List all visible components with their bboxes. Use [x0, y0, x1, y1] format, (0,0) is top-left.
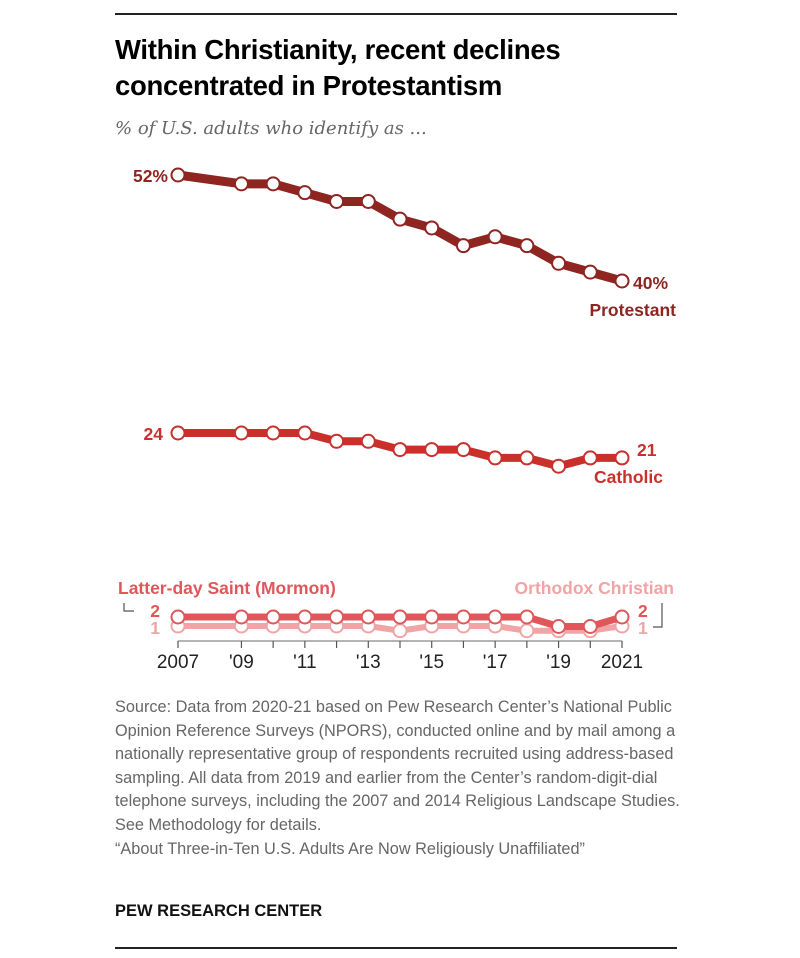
data-point	[360, 433, 376, 449]
orthodox-series-label: Orthodox Christian	[515, 578, 674, 598]
x-axis: 2007 '09 '11 '13 '15 '17 '19 2021	[157, 640, 643, 673]
mormon-leader-icon	[123, 603, 134, 612]
data-point	[614, 609, 630, 625]
data-point	[519, 623, 535, 639]
data-point	[614, 273, 630, 289]
data-point	[329, 433, 345, 449]
source-note: Source: Data from 2020-21 based on Pew R…	[115, 696, 685, 861]
protestant-series-label: Protestant	[589, 300, 676, 320]
mormon-series-label: Latter-day Saint (Mormon)	[118, 578, 336, 598]
data-point	[392, 609, 408, 625]
data-point	[297, 425, 313, 441]
data-point	[455, 238, 471, 254]
data-point	[360, 609, 376, 625]
data-point	[519, 238, 535, 254]
data-point	[170, 425, 186, 441]
series-layer	[170, 167, 630, 639]
data-point	[170, 609, 186, 625]
data-point	[233, 609, 249, 625]
x-tick-label: '09	[229, 652, 254, 673]
data-point	[233, 176, 249, 192]
data-point	[360, 193, 376, 209]
data-point	[424, 609, 440, 625]
data-point	[551, 619, 567, 634]
data-point	[519, 609, 535, 625]
data-point	[582, 264, 598, 280]
bottom-rule	[115, 947, 677, 949]
data-point	[519, 450, 535, 466]
data-point	[265, 425, 281, 441]
data-point	[455, 442, 471, 458]
data-point	[392, 211, 408, 227]
data-point	[424, 442, 440, 458]
source-text: Source: Data from 2020-21 based on Pew R…	[115, 698, 680, 811]
data-point	[170, 167, 186, 183]
data-point	[265, 176, 281, 192]
report-title: “About Three-in-Ten U.S. Adults Are Now …	[115, 839, 585, 858]
orthodox-start-label: 1	[150, 618, 160, 638]
catholic-start-label: 24	[144, 424, 164, 444]
data-point	[297, 185, 313, 201]
data-point	[551, 458, 567, 474]
data-point	[233, 425, 249, 441]
data-point	[329, 609, 345, 625]
mormon-start-label: 2	[150, 601, 160, 621]
data-point	[582, 619, 598, 634]
methodology-note: See Methodology for details.	[115, 815, 322, 834]
protestant-end-label: 40%	[633, 273, 668, 293]
data-point	[551, 255, 567, 271]
brand-logo-text: PEW RESEARCH CENTER	[115, 902, 323, 920]
data-point	[487, 229, 503, 245]
x-tick-label: '11	[293, 652, 316, 673]
data-point	[582, 450, 598, 466]
data-point	[487, 450, 503, 466]
data-point	[329, 193, 345, 209]
x-tick-label: 2007	[157, 652, 199, 673]
x-tick-label: '13	[356, 652, 381, 673]
orthodox-leader-icon	[653, 603, 663, 628]
chart-subtitle: % of U.S. adults who identify as ...	[115, 118, 427, 139]
top-rule	[115, 13, 677, 15]
catholic-series-label: Catholic	[594, 467, 663, 487]
data-point	[614, 450, 630, 466]
chart-title: Within Christianity, recent declines con…	[115, 34, 561, 101]
x-tick-label: '17	[483, 652, 508, 673]
line-chart: 2007 '09 '11 '13 '15 '17 '19 2021 52% 40% Protest…	[118, 166, 676, 673]
data-point	[297, 609, 313, 625]
data-point	[455, 609, 471, 625]
catholic-end-label: 21	[637, 440, 657, 460]
data-point	[265, 609, 281, 625]
x-tick-label: '15	[419, 652, 444, 673]
x-tick-label: '19	[546, 652, 571, 673]
data-point	[424, 220, 440, 236]
orthodox-end-label: 1	[638, 618, 648, 638]
x-tick-label: 2021	[601, 652, 643, 673]
mormon-end-label: 2	[638, 601, 648, 621]
protestant-start-label: 52%	[133, 166, 168, 186]
data-point	[487, 609, 503, 625]
data-point	[392, 623, 408, 639]
data-point	[392, 442, 408, 458]
